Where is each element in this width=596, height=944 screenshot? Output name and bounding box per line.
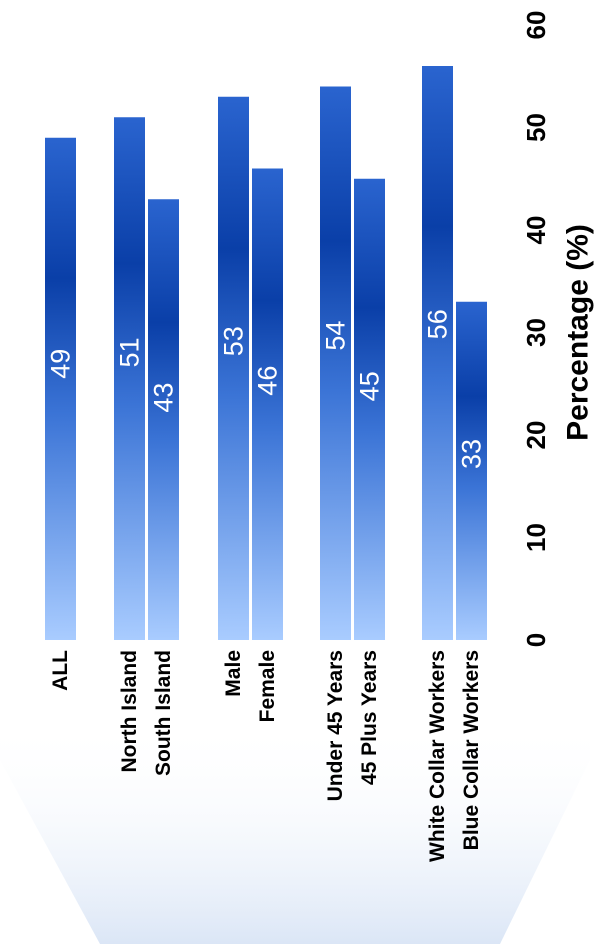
bar-south-island [148,199,179,640]
label-backdrop [0,720,590,944]
value-label: 45 [355,371,385,401]
tick-label: 30 [521,318,551,347]
value-label: 46 [253,366,283,396]
category-label: Under 45 Years [324,650,347,801]
tick-label: 20 [521,421,551,450]
tick-label: 10 [521,523,551,552]
tick-label: 50 [521,113,551,142]
x-axis-title: Percentage (%) [562,224,595,441]
category-label: South Island [152,650,175,776]
bar-under-45-years [320,86,351,640]
bar-all [45,137,76,640]
value-label: 43 [149,383,179,413]
category-label: 45 Plus Years [358,650,381,785]
value-label: 51 [115,337,145,367]
value-label: 53 [219,326,249,356]
category-label: ALL [49,650,72,691]
value-label: 33 [457,439,487,469]
bar-blue-collar-workers [456,301,487,640]
value-label: 56 [423,309,453,339]
bar-45-plus-years [354,178,385,640]
category-label: Blue Collar Workers [460,650,483,850]
x-axis-ticks: 0 10 20 30 40 50 60 [521,11,551,648]
value-label: 54 [321,321,351,351]
category-label: White Collar Workers [426,650,449,862]
category-label: North Island [118,650,141,773]
tick-label: 60 [521,11,551,40]
bar-white-collar-workers [422,66,453,640]
tick-label: 40 [521,216,551,245]
bar-north-island [114,117,145,640]
tick-label: 0 [521,633,551,647]
category-labels: ALL North Island South Island Male Female Und… [49,650,483,862]
category-label: Female [256,650,279,722]
value-label: 49 [46,349,76,379]
category-label: Male [222,650,245,697]
bar-male [218,96,249,640]
bar-female [252,168,283,640]
